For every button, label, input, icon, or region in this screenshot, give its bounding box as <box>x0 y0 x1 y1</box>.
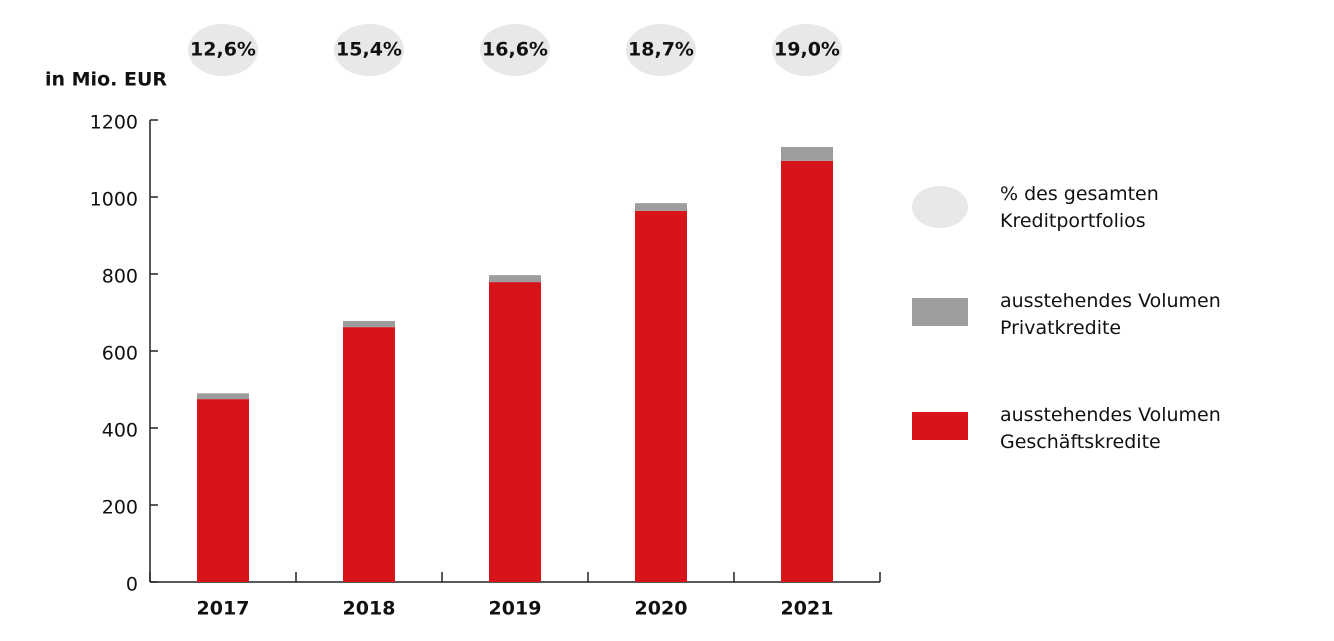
bar-segment <box>197 399 249 582</box>
y-tick-label: 400 <box>102 420 138 442</box>
legend-swatch <box>912 412 968 440</box>
y-tick-label: 600 <box>102 343 138 365</box>
bar-segment <box>343 320 395 328</box>
share-bubble <box>334 24 404 76</box>
share-label: 18,7% <box>628 39 694 61</box>
bar-segment <box>343 327 395 582</box>
legend-swatch <box>912 298 968 326</box>
legend-label: % des gesamten Kreditportfolios <box>1000 183 1159 232</box>
x-tick-label: 2021 <box>781 598 834 620</box>
x-tick-label: 2018 <box>343 598 396 620</box>
bar-segment <box>489 275 541 283</box>
bar-segment <box>635 203 687 211</box>
bar-segment <box>781 146 833 161</box>
x-tick-label: 2020 <box>635 598 688 620</box>
legend-label: ausstehendes Volumen Geschäftskredite <box>1000 404 1221 453</box>
y-tick-label: 1200 <box>90 112 138 134</box>
y-tick-label: 0 <box>126 574 138 596</box>
x-tick-label: 2017 <box>197 598 250 620</box>
bar-segment <box>489 282 541 582</box>
share-bubble <box>188 24 258 76</box>
share-label: 19,0% <box>774 39 840 61</box>
bar-segment <box>781 160 833 582</box>
share-bubble <box>480 24 550 76</box>
y-tick-label: 800 <box>102 266 138 288</box>
legend-label: ausstehendes Volumen Privatkredite <box>1000 290 1221 339</box>
legend-swatch <box>912 186 968 228</box>
y-axis-label: in Mio. EUR <box>45 69 167 91</box>
share-label: 16,6% <box>482 39 548 61</box>
bar-segment <box>197 393 249 400</box>
share-bubble <box>772 24 842 76</box>
y-tick-label: 200 <box>102 497 138 519</box>
y-tick-label: 1000 <box>90 189 138 211</box>
share-label: 15,4% <box>336 39 402 61</box>
share-label: 12,6% <box>190 39 256 61</box>
bar-segment <box>635 210 687 583</box>
x-tick-label: 2019 <box>489 598 542 620</box>
share-bubble <box>626 24 696 76</box>
